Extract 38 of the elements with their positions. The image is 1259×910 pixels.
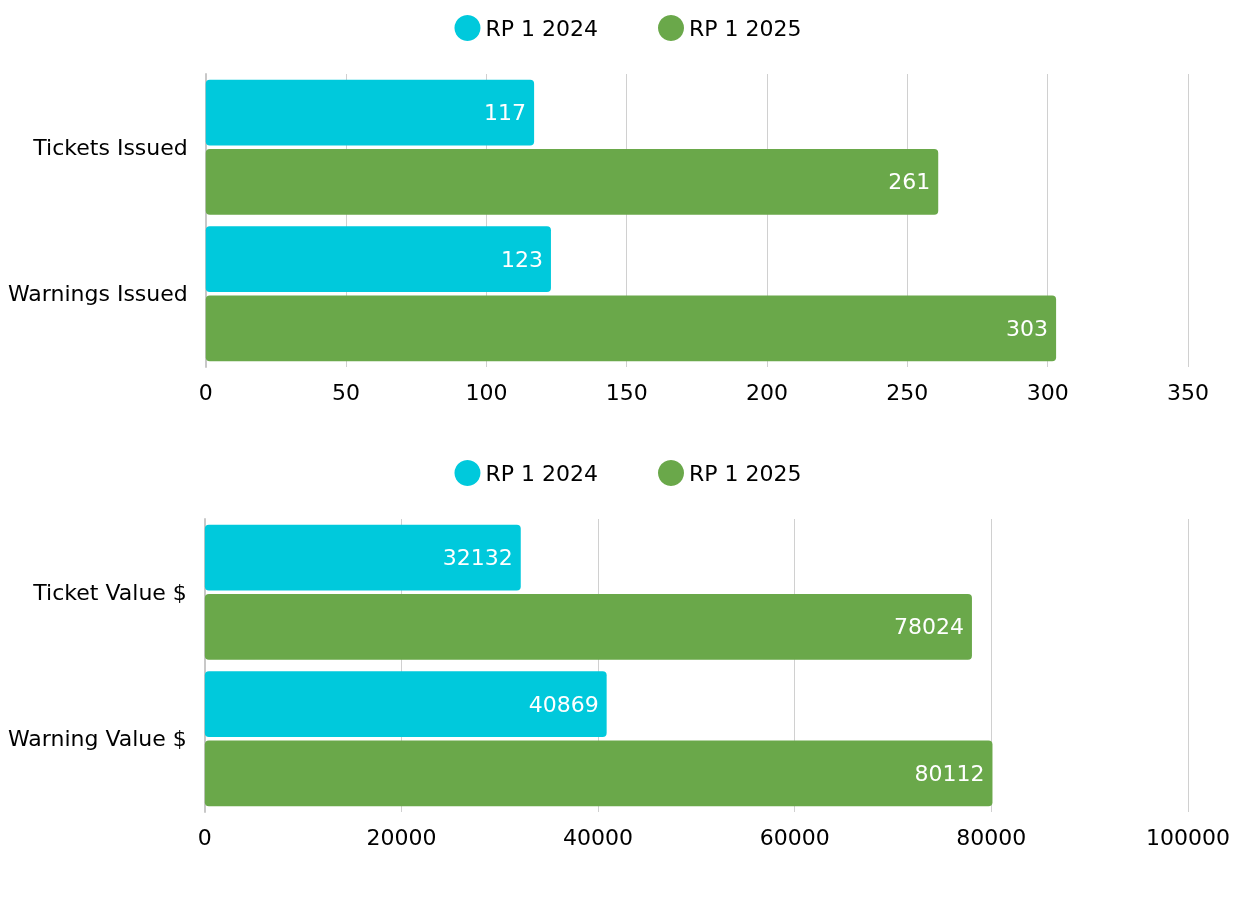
bar (204, 524, 521, 591)
legend-label: RP 1 2025 (689, 460, 802, 486)
data-label: 303 (1006, 315, 1049, 341)
y-tick-label: Warnings Issued (7, 281, 188, 307)
x-tick-label: 0 (198, 379, 213, 405)
bar (205, 79, 535, 146)
data-label: 78024 (893, 614, 964, 640)
y-tick-label: Warning Value $ (7, 726, 187, 752)
x-tick-label: 50 (332, 379, 361, 405)
x-tick-label: 40000 (563, 824, 634, 850)
bar (205, 226, 551, 293)
x-tick-label: 350 (1167, 379, 1209, 405)
data-label: 80112 (914, 760, 985, 786)
x-tick-label: 250 (886, 379, 929, 405)
x-tick-label: 100000 (1146, 824, 1230, 850)
data-label: 261 (888, 169, 931, 195)
x-tick-label: 60000 (759, 824, 830, 850)
x-tick-label: 20000 (366, 824, 437, 850)
x-tick-label: 80000 (956, 824, 1027, 850)
legend-label: RP 1 2025 (689, 15, 802, 41)
legend-label: RP 1 2024 (485, 460, 599, 486)
x-tick-label: 0 (197, 824, 212, 850)
bar (204, 593, 972, 660)
legend-label: RP 1 2024 (485, 15, 599, 41)
y-tick-label: Ticket Value $ (32, 579, 187, 605)
bar (204, 740, 993, 807)
bar (205, 295, 1057, 362)
x-tick-label: 100 (465, 379, 508, 405)
x-tick-label: 300 (1026, 379, 1069, 405)
data-label: 123 (500, 246, 543, 272)
data-label: 117 (484, 100, 527, 126)
y-tick-label: Tickets Issued (32, 134, 188, 160)
data-label: 40869 (528, 691, 599, 717)
x-tick-label: 200 (746, 379, 789, 405)
data-label: 32132 (442, 545, 513, 571)
bar (204, 671, 607, 738)
bar (205, 148, 939, 215)
x-tick-label: 150 (605, 379, 648, 405)
